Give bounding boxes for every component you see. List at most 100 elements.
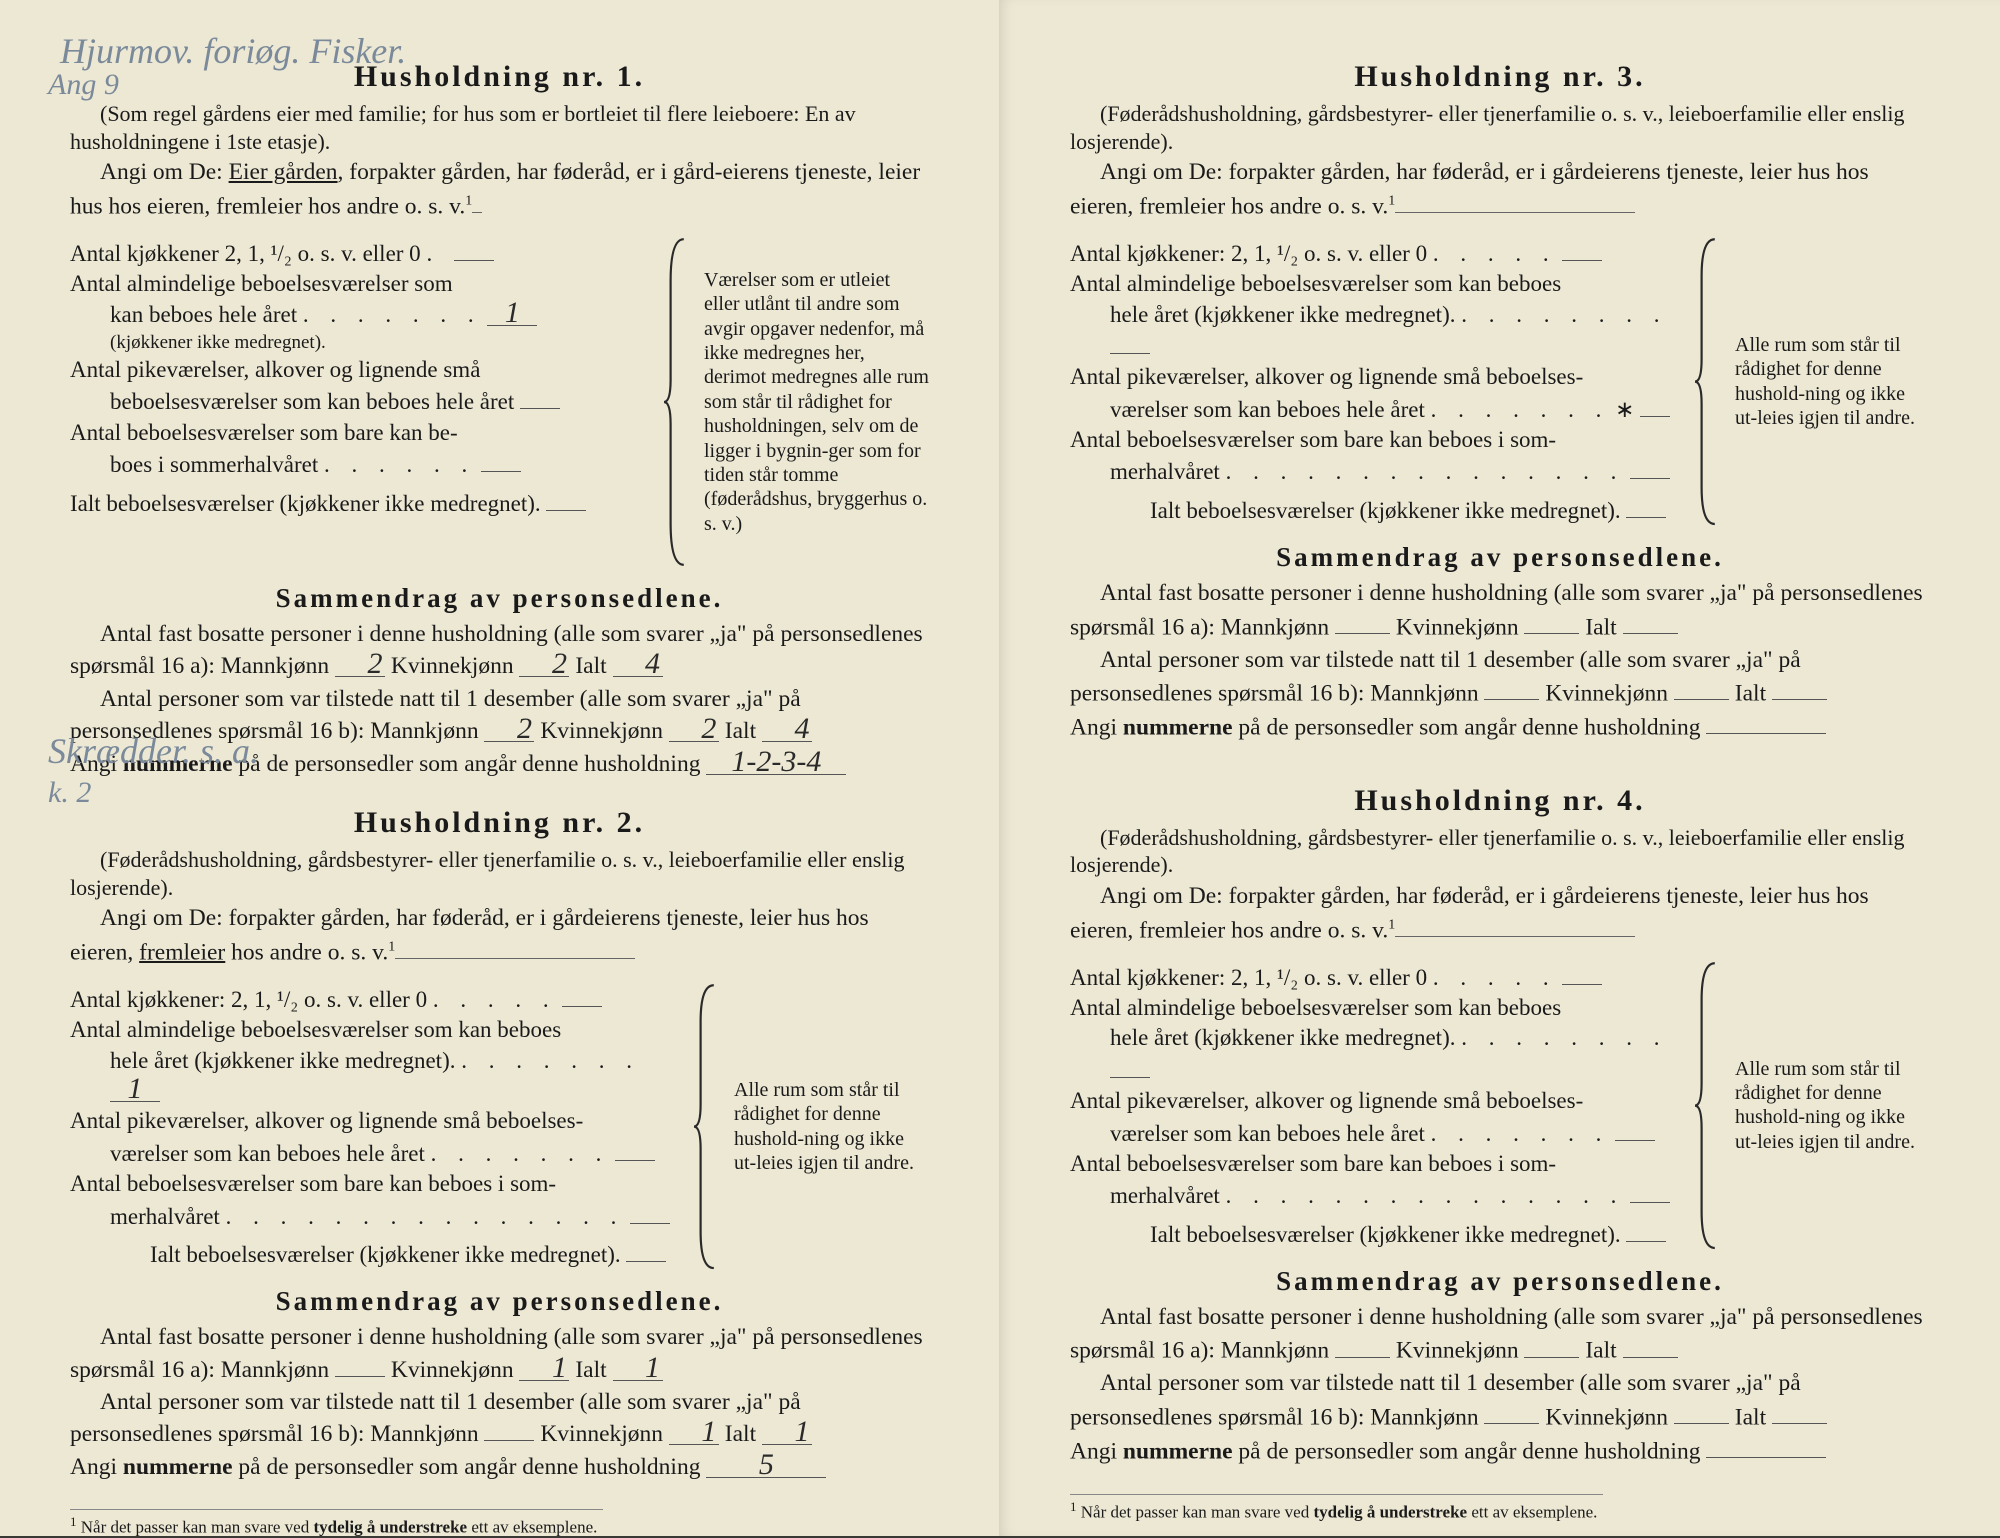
footnote-text: Når det passer kan man svare ved [81, 1518, 314, 1537]
household-4-rooms: Antal kjøkkener: 2, 1, ¹/₂ o. s. v. elle… [1070, 961, 1930, 1250]
household-3-p3: Angi nummerne på de personsedler som ang… [1070, 710, 1930, 744]
p2-k-label: Kvinnekjønn [1545, 680, 1668, 706]
footnote-num: 1 [70, 1514, 77, 1529]
household-1-summary-title: Sammendrag av personsedlene. [70, 583, 929, 614]
rooms-line2a: Antal almindelige beboelsesværelser som … [1070, 269, 1677, 299]
rooms-line2b: hele året (kjøkkener ikke medregnet). . … [70, 1046, 676, 1107]
rooms-total: Ialt beboelsesværelser (kjøkkener ikke m… [1070, 1218, 1677, 1250]
angi-sup: 1 [388, 939, 395, 954]
fill [562, 983, 602, 1007]
footnote-left: 1 Når det passer kan man svare ved tydel… [70, 1509, 603, 1538]
page-left: Hjurmov. foriøg. Fisker. Ang 9 Husholdni… [0, 0, 1000, 1536]
fill [615, 1137, 655, 1161]
household-3-angi: Angi om De: forpakter gården, har føderå… [1070, 157, 1930, 223]
household-4-title: Husholdning nr. 4. [1070, 784, 1930, 818]
angi-post: hos andre o. s. v. [225, 939, 388, 965]
dots: . . . . . . [324, 452, 475, 477]
p2-i: 1 [762, 1420, 812, 1445]
p1-k: 1 [519, 1356, 569, 1381]
household-2-sidenote: Alle rum som står til rådighet for denne… [734, 983, 929, 1270]
rooms-line2a: Antal almindelige beboelsesværelser som … [70, 1015, 676, 1045]
footnote-post: ett av eksemplene. [467, 1518, 597, 1537]
p2-m [1484, 1400, 1539, 1425]
p3-val: 1-2-3-4 [706, 750, 846, 775]
p1-k-label: Kvinnekjønn [1396, 1338, 1519, 1364]
footnote-num: 1 [1070, 1499, 1077, 1514]
household-2-title: Husholdning nr. 2. [70, 806, 929, 840]
rooms-line3a: Antal pikeværelser, alkover og lignende … [70, 1106, 676, 1136]
p1-k [1524, 1333, 1579, 1358]
household-4-p1: Antal fast bosatte personer i denne hush… [1070, 1301, 1930, 1367]
p2-m: 2 [484, 717, 534, 742]
household-1-sidenote: Værelser som er utleiet eller utlånt til… [704, 237, 929, 567]
p2-i-label: Ialt [1735, 1404, 1766, 1430]
fill [454, 237, 494, 261]
fill [630, 1200, 670, 1224]
dots: . . . . . . . . . . . . . . . [226, 1204, 625, 1229]
p1-i: 1 [613, 1356, 663, 1381]
p2-m [1484, 676, 1539, 701]
rooms-line4a: Antal beboelsesværelser som bare kan be- [70, 418, 646, 448]
dots: . . . . . [1433, 241, 1557, 266]
rooms-line3b: værelser som kan beboes hele året . . . … [1070, 393, 1677, 425]
fill [1562, 237, 1602, 261]
dots: . . . . . . . [1431, 1121, 1610, 1146]
dots: . . . . . [433, 987, 557, 1012]
p2-i [1772, 1400, 1827, 1425]
dots: . . . . . . . [1431, 397, 1610, 422]
rooms-line3a: Antal pikeværelser, alkover og lignende … [1070, 1086, 1677, 1116]
angi-fill [1395, 189, 1635, 214]
household-4-p2: Antal personer som var tilstede natt til… [1070, 1367, 1930, 1433]
p1-k-label: Kvinnekjønn [391, 653, 514, 679]
p1-i [1623, 610, 1678, 635]
household-3-title: Husholdning nr. 3. [1070, 60, 1930, 94]
household-1-angi: Angi om De: Eier gården, forpakter gårde… [70, 157, 929, 223]
p1-m: 2 [335, 652, 385, 677]
angi-fill [472, 189, 482, 214]
p1-i-label: Ialt [575, 1357, 606, 1383]
household-3-subnote: (Føderådshusholdning, gårdsbestyrer- ell… [1070, 100, 1930, 155]
fill [481, 448, 521, 472]
p2-k-label: Kvinnekjønn [1545, 1404, 1668, 1430]
p3-fill [1706, 710, 1826, 735]
rooms-line4b: boes i sommerhalvåret . . . . . . [70, 448, 646, 480]
household-2-summary-title: Sammendrag av personsedlene. [70, 1286, 929, 1317]
angi-pre: Angi om De: [100, 159, 229, 185]
fill [1110, 330, 1150, 354]
household-3-p2: Antal personer som var tilstede natt til… [1070, 644, 1930, 710]
p2-k [1674, 676, 1729, 701]
footnote-post: ett av eksemplene. [1467, 1502, 1597, 1521]
angi-sup: 1 [1388, 193, 1395, 208]
rooms-line4a: Antal beboelsesværelser som bare kan beb… [70, 1169, 676, 1199]
household-4-sidenote: Alle rum som står til rådighet for denne… [1735, 961, 1930, 1250]
rooms-line3b: beboelsesværelser som kan beboes hele år… [70, 385, 646, 417]
p1-k-label: Kvinnekjønn [391, 1357, 514, 1383]
dots: . . . . . . . [461, 1048, 640, 1073]
rooms-left: Antal kjøkkener 2, 1, ¹/₂ o. s. v. eller… [70, 237, 646, 567]
footnote-right: 1 Når det passer kan man svare ved tydel… [1070, 1494, 1603, 1523]
rooms-line2c: (kjøkkener ikke medregnet). [70, 330, 646, 355]
household-3: Husholdning nr. 3. (Føderådshusholdning,… [1070, 60, 1930, 744]
fill [1562, 961, 1602, 985]
fill [1630, 455, 1670, 479]
rooms-val: 1 [110, 1077, 160, 1102]
p3-bold: nummerne [1123, 1438, 1233, 1464]
angi-sup: 1 [465, 193, 472, 208]
fill [626, 1238, 666, 1262]
rooms-line3b: værelser som kan beboes hele året . . . … [1070, 1117, 1677, 1149]
document-spread: Hjurmov. foriøg. Fisker. Ang 9 Husholdni… [0, 0, 2000, 1536]
rooms-line2b: kan beboes hele året . . . . . . . 1 [70, 300, 646, 330]
p2-k [1674, 1400, 1729, 1425]
dots: . . . . . [1433, 965, 1557, 990]
rooms-line1: Antal kjøkkener: 2, 1, ¹/₂ o. s. v. elle… [1070, 237, 1677, 269]
p2-i-label: Ialt [725, 718, 756, 744]
rooms-line1: Antal kjøkkener: 2, 1, ¹/₂ o. s. v. elle… [1070, 961, 1677, 993]
fill [546, 487, 586, 511]
rooms-line1: Antal kjøkkener: 2, 1, ¹/₂ o. s. v. elle… [70, 983, 676, 1015]
household-2-p3: Angi nummerne på de personsedler som ang… [70, 1451, 929, 1483]
rooms-line2b: hele året (kjøkkener ikke medregnet). . … [1070, 1023, 1677, 1086]
dots: . . . . . . . . [1461, 1025, 1667, 1050]
p2-i: 4 [762, 717, 812, 742]
rooms-line3a: Antal pikeværelser, alkover og lignende … [1070, 362, 1677, 392]
rooms-line4a: Antal beboelsesværelser som bare kan beb… [1070, 425, 1677, 455]
